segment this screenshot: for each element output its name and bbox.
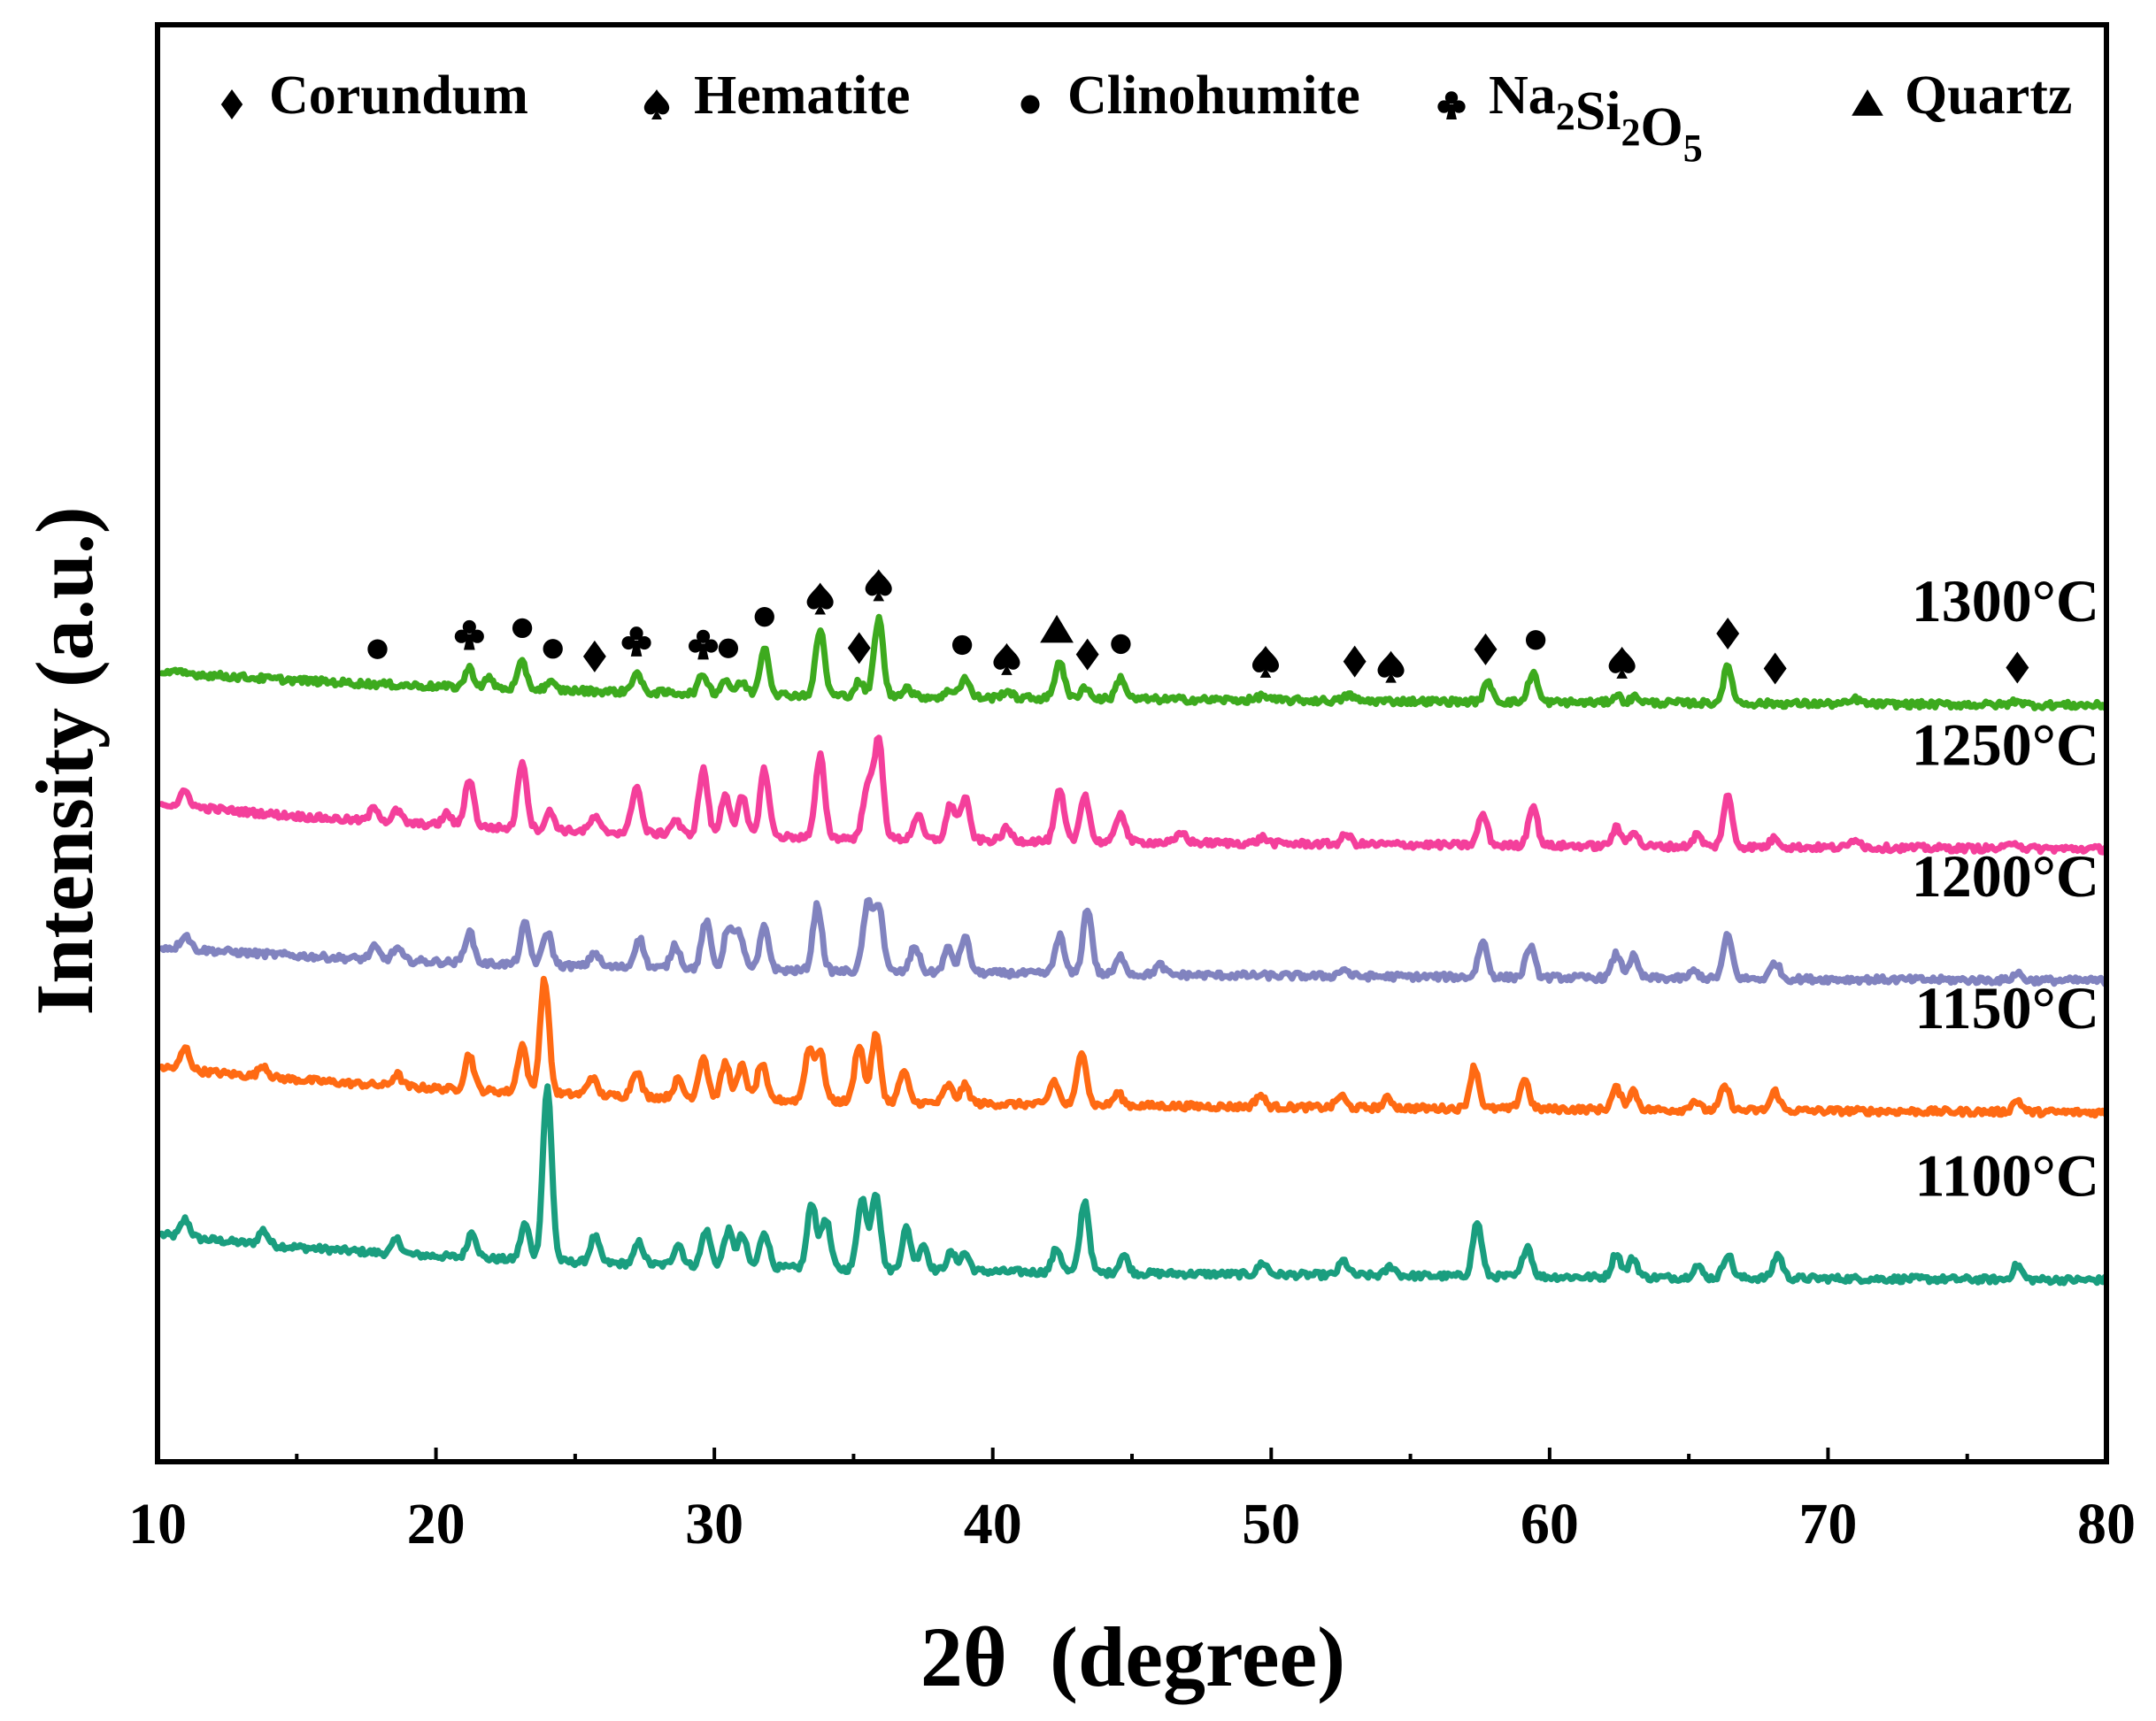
legend: Corundum Hematite Clinohumite Na2Si2O5 Quart…	[220, 65, 2072, 170]
peak-marker-spade	[1608, 646, 1636, 679]
peak-marker-club	[454, 619, 484, 650]
series-line-1300	[158, 613, 2108, 711]
x-tick-label: 20	[407, 1492, 466, 1556]
x-ticks: 10 20 30 40 50 60 70 80	[128, 1448, 2136, 1556]
peak-marker-spade	[1251, 645, 1280, 678]
peak-marker-circle	[951, 634, 973, 656]
plot-content: 1100°C 1150°C 1200°C 1250°C 1300°C	[158, 567, 2108, 1287]
peak-marker-diamond	[2006, 651, 2029, 684]
x-tick-label: 70	[1798, 1492, 1857, 1556]
series-line-1250	[158, 734, 2108, 856]
plot-frame	[155, 22, 2109, 1464]
series-line-1100	[158, 1083, 2108, 1287]
x-axis-title: 2θ (degree)	[920, 1610, 1345, 1704]
peak-marker-club	[689, 629, 719, 660]
series-line-1150	[158, 975, 2108, 1119]
legend-label: Quartz	[1905, 65, 2072, 126]
peak-marker-circle	[754, 606, 774, 627]
peak-marker-club	[621, 626, 651, 657]
legend-symbol-triangle	[1852, 89, 1883, 116]
legend-label: Corundum	[269, 65, 528, 126]
series-label-1250: 1250°C	[1912, 711, 2099, 778]
legend-symbol-spade	[643, 89, 670, 119]
peak-marker-circle	[512, 618, 533, 639]
peak-marker-circle	[543, 639, 563, 659]
series-line-1200	[158, 896, 2108, 987]
peak-marker-diamond	[1716, 618, 1740, 650]
x-tick-label: 60	[1521, 1492, 1579, 1556]
peak-marker-spade	[1377, 650, 1405, 683]
peak-marker-spade	[806, 582, 834, 615]
peak-marker-diamond	[1075, 638, 1099, 671]
legend-symbol-diamond	[220, 89, 243, 119]
peak-marker-triangle	[1040, 614, 1074, 643]
peak-marker-diamond	[582, 640, 606, 672]
x-tick-label: 80	[2077, 1492, 2136, 1556]
x-tick-label: 10	[128, 1492, 187, 1556]
y-axis-title: Intensity (a.u.)	[19, 506, 110, 1015]
series-label-1150: 1150°C	[1914, 974, 2099, 1041]
series-label-1200: 1200°C	[1912, 842, 2099, 910]
peak-marker-circle	[1111, 634, 1131, 655]
legend-label: Clinohumite	[1067, 65, 1360, 126]
peak-marker-diamond	[1763, 652, 1787, 685]
legend-label: Na2Si2O5	[1489, 65, 1703, 170]
series-label-1300: 1300°C	[1912, 567, 2099, 634]
peak-marker-circle	[1525, 630, 1546, 650]
legend-symbol-circle	[1020, 95, 1040, 114]
series-label-1100: 1100°C	[1914, 1142, 2099, 1210]
peak-marker-circle	[367, 639, 388, 659]
legend-label: Hematite	[694, 65, 910, 126]
peak-marker-spade	[993, 642, 1020, 675]
peak-marker-diamond	[847, 632, 871, 665]
peak-marker-diamond	[1474, 633, 1498, 665]
peak-marker-spade	[865, 569, 892, 602]
x-tick-label: 50	[1242, 1492, 1300, 1556]
x-tick-label: 30	[685, 1492, 743, 1556]
x-tick-label: 40	[964, 1492, 1022, 1556]
peak-marker-circle	[718, 638, 739, 658]
legend-symbol-club	[1437, 91, 1466, 119]
peak-marker-diamond	[1343, 645, 1367, 678]
